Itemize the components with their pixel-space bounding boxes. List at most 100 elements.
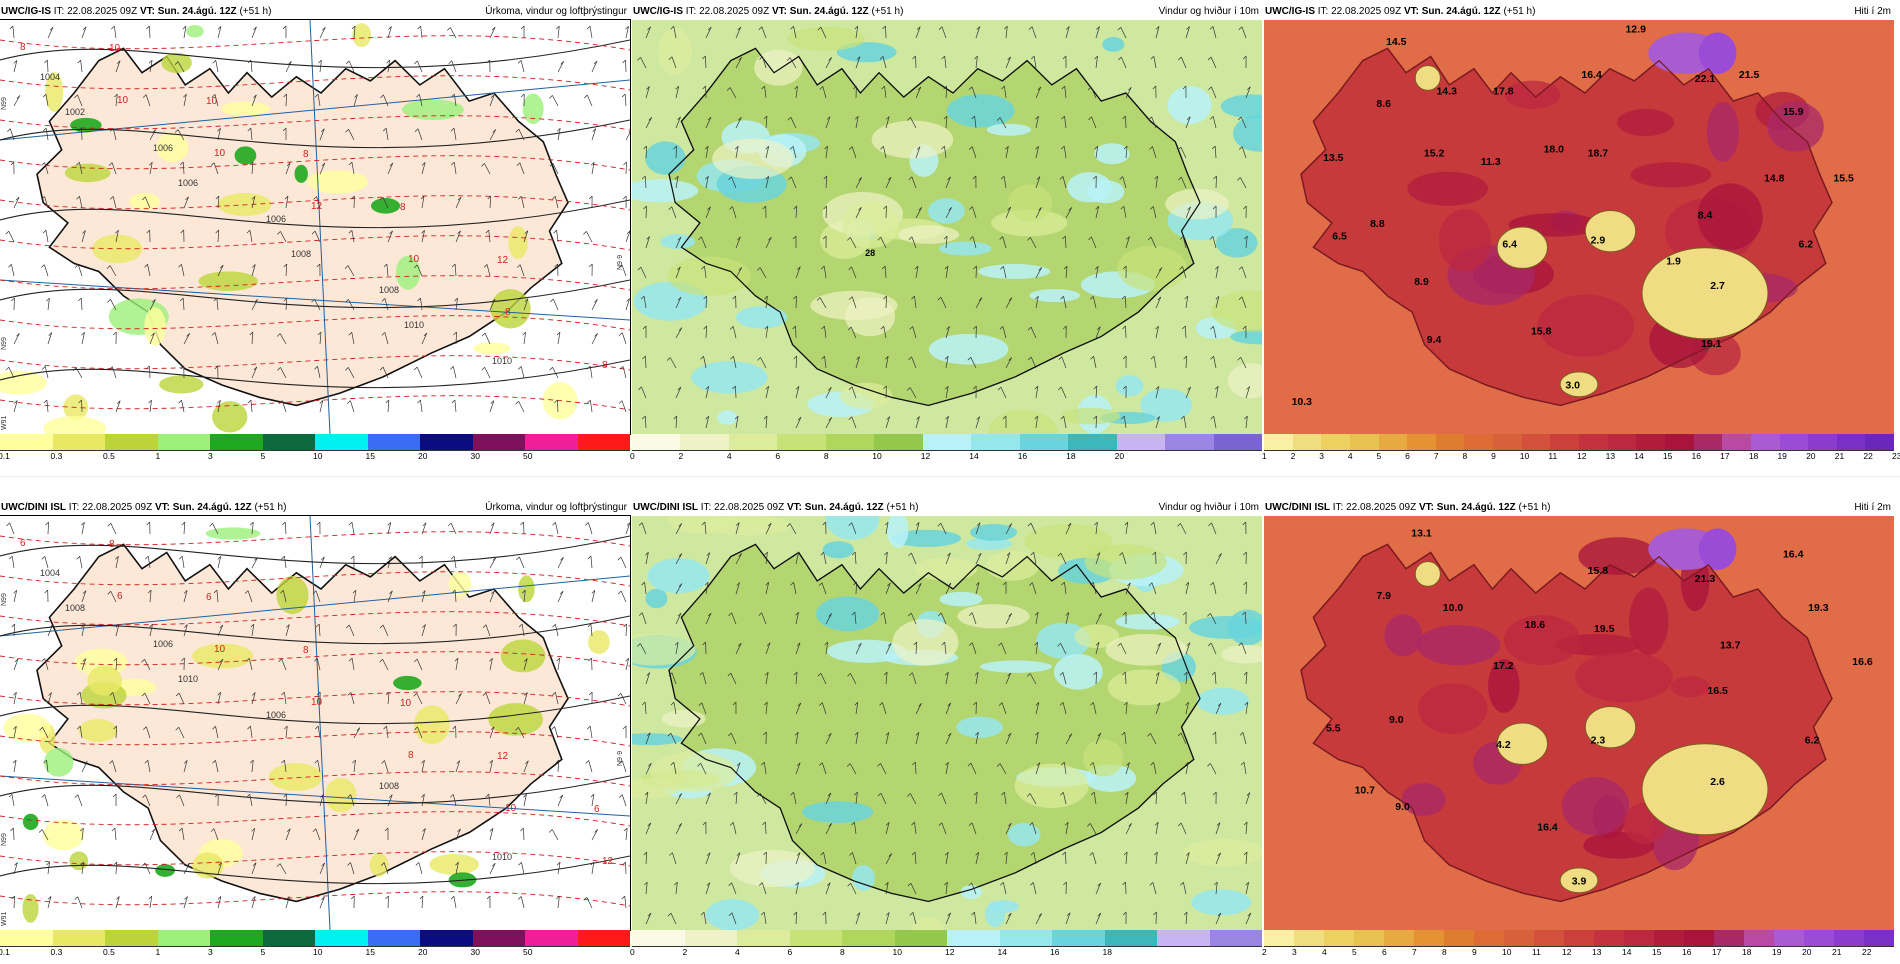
wind-speed-area <box>1106 634 1187 666</box>
colorbar-tick-label: 15 <box>1663 451 1672 461</box>
wind-speed-area <box>658 28 692 75</box>
colorbar-tick-label: 1 <box>156 451 161 461</box>
colorbar-tick-label: 2 <box>1291 451 1296 461</box>
wind-speed-area <box>1115 614 1179 630</box>
colorbar-tick-label: 5 <box>261 451 266 461</box>
init-time-value: 22.08.2025 09Z <box>1331 6 1401 17</box>
colorbar-tick-label: 15 <box>366 451 375 461</box>
precip-area <box>69 852 88 871</box>
colorbar-swatch <box>1214 434 1262 450</box>
precip-area <box>79 719 118 742</box>
valid-time-label: VT: <box>1419 502 1434 513</box>
temperature-label: 6.2 <box>1805 735 1820 747</box>
wind-speed-area <box>840 383 892 409</box>
colorbar <box>0 434 630 451</box>
colorbar-tick-label: 6 <box>775 451 780 461</box>
colorbar-tick-label: 9 <box>1472 947 1477 957</box>
panel-header: UWC/IG-IS IT: 22.08.2025 09Z VT: Sun. 24… <box>0 0 630 20</box>
isobar-label: 1008 <box>291 249 311 259</box>
panel-header: UWC/DINI ISL IT: 22.08.2025 09Z VT: Sun.… <box>1264 496 1894 516</box>
temperature-label: 2.6 <box>1710 776 1725 788</box>
colorbar-swatch <box>1474 930 1504 946</box>
colorbar-tick-label: 7 <box>1434 451 1439 461</box>
colorbar <box>632 930 1262 947</box>
temperature-area <box>1417 625 1500 665</box>
run-info: UWC/DINI ISL IT: 22.08.2025 09Z VT: Sun.… <box>633 499 918 517</box>
colorbar-swatch <box>1608 434 1637 450</box>
wind-speed-area <box>892 619 958 665</box>
colorbar-swatch <box>1350 434 1379 450</box>
temperature-label: 16.6 <box>1852 656 1873 668</box>
colorbar-swatch <box>632 434 680 450</box>
colorbar-tick-label: 5 <box>1352 947 1357 957</box>
colorbar-swatch <box>790 930 843 946</box>
colorbar-tick-label: 19 <box>1777 451 1786 461</box>
colorbar-swatch <box>1324 930 1354 946</box>
colorbar-swatch <box>473 930 526 946</box>
colorbar-swatch <box>1694 434 1723 450</box>
colorbar-swatch <box>1293 434 1322 450</box>
colorbar-tick-label: 2 <box>683 947 688 957</box>
colorbar-swatch <box>1052 930 1105 946</box>
temperature-label: 15.8 <box>1588 565 1609 577</box>
init-time-label: IT: <box>686 6 697 17</box>
temperature-label: 15.5 <box>1833 172 1854 184</box>
wind-speed-area <box>939 241 992 255</box>
colorbar-tick-label: 50 <box>523 451 532 461</box>
wind-speed-area <box>898 225 959 244</box>
colorbar-swatch <box>737 930 790 946</box>
colorbar-tick-label: 0.1 <box>0 451 10 461</box>
isobar-label: 1008 <box>379 781 399 791</box>
colorbar-tick-label: 3 <box>1319 451 1324 461</box>
temperature-label: 18.6 <box>1525 619 1546 631</box>
temperature-label: 14.3 <box>1436 86 1457 98</box>
isobar-label: 1004 <box>40 568 60 578</box>
temperature-label: 17.2 <box>1493 660 1514 672</box>
colorbar-tick-label: 7 <box>1412 947 1417 957</box>
colorbar-tick-label: 10 <box>313 947 322 957</box>
isotherm-label: 12 <box>602 856 614 867</box>
colorbar-tick-label: 22 <box>1863 451 1872 461</box>
colorbar-swatch <box>1165 434 1213 450</box>
wind-speed-area <box>1083 739 1123 776</box>
panel-header: UWC/DINI ISL IT: 22.08.2025 09Z VT: Sun.… <box>632 496 1262 516</box>
precip-area <box>523 94 544 124</box>
colorbar-tick-label: 20 <box>1802 947 1811 957</box>
isobar-label: 1010 <box>404 320 424 330</box>
isobar-label: 1006 <box>266 214 286 224</box>
wind-speed-area <box>730 850 815 887</box>
model-name: UWC/DINI ISL <box>633 502 698 513</box>
temperature-label: 7.9 <box>1376 590 1391 602</box>
colorbar-tick-label: 6 <box>788 947 793 957</box>
valid-time-label: VT: <box>772 6 787 17</box>
wind-speed-area <box>1183 839 1262 867</box>
colorbar-swatch <box>1020 434 1068 450</box>
isotherm-label: 8 <box>109 539 115 550</box>
colorbar-swatch <box>1379 434 1408 450</box>
colorbar-tick-label: 9 <box>1491 451 1496 461</box>
colorbar-tick-label: 18 <box>1742 947 1751 957</box>
graticule-label: N99 <box>1 337 8 350</box>
colorbar-swatch <box>729 434 777 450</box>
isotherm-label: 6 <box>206 592 212 603</box>
precip-area <box>402 99 464 120</box>
colorbar-swatch <box>923 434 971 450</box>
precip-area <box>508 226 528 259</box>
temperature-label: 1.9 <box>1666 255 1681 267</box>
colorbar-swatch <box>1722 434 1751 450</box>
temperature-label: 16.4 <box>1537 822 1558 834</box>
colorbar-tick-label: 0.5 <box>103 947 115 957</box>
wind-speed-area <box>1165 189 1228 220</box>
colorbar-tick-label: 18 <box>1749 451 1758 461</box>
isotherm-label: 12 <box>497 751 509 762</box>
wind-speed-area <box>1054 654 1103 690</box>
temperature-label: 5.5 <box>1326 722 1341 734</box>
colorbar-swatch <box>632 930 685 946</box>
colorbar-tick-label: 8 <box>824 451 829 461</box>
colorbar-swatch <box>368 930 421 946</box>
colorbar-swatch <box>1808 434 1837 450</box>
isotherm-label: 10 <box>214 148 226 159</box>
colorbar-swatch <box>368 434 421 450</box>
